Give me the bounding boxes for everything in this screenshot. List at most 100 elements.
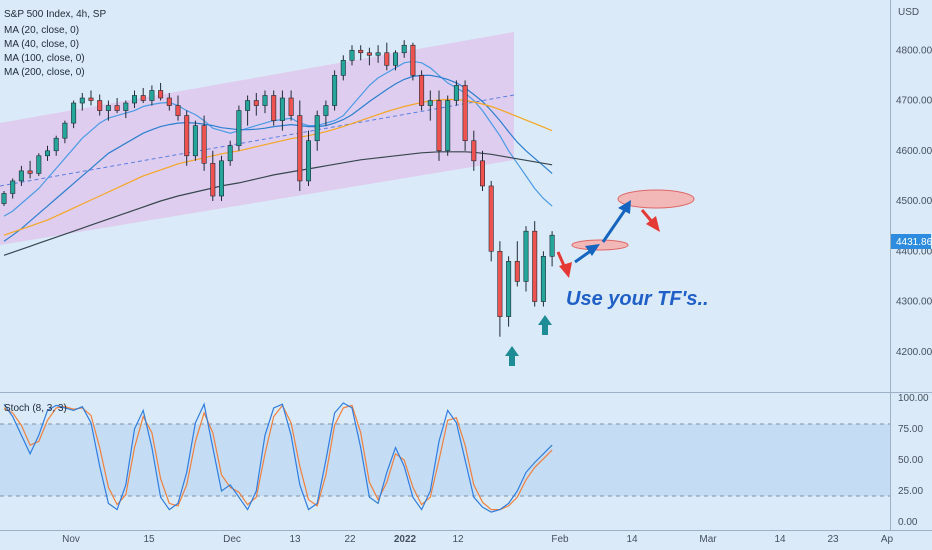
candle-body — [375, 52, 381, 56]
time-tick-label: 22 — [344, 534, 356, 545]
annotation-note: Use your TF's.. — [566, 288, 709, 310]
candle-body — [340, 60, 346, 76]
candle-body — [253, 100, 259, 106]
price-tick-label: 4400.00 — [896, 246, 932, 257]
candle-body — [392, 52, 398, 66]
time-tick-label: Mar — [699, 534, 717, 545]
candle-body — [44, 150, 50, 157]
candle-body — [88, 97, 94, 101]
candle-body — [471, 140, 477, 162]
candle-body — [288, 97, 294, 116]
up-arrow-2 — [601, 200, 631, 243]
time-tick-label: 13 — [289, 534, 301, 545]
candle-body — [1, 193, 7, 204]
candle-body — [27, 170, 33, 174]
ma-line-1 — [3, 60, 553, 217]
time-tick-label: Ap — [881, 534, 894, 545]
time-tick-label: Nov — [62, 534, 80, 545]
price-tick-label: 4600.00 — [896, 146, 932, 157]
last-price-tag-bg — [891, 234, 931, 249]
candle-body — [462, 85, 468, 142]
stoch-band — [0, 424, 890, 496]
candle-body — [62, 122, 68, 139]
candle-body — [514, 261, 520, 282]
down-arrow-1 — [556, 251, 572, 278]
candle-body — [305, 140, 311, 182]
stoch-label: Stoch (8, 3, 3) — [4, 403, 67, 414]
stoch-tick-label: 100.00 — [898, 393, 929, 404]
price-tick-label: 4800.00 — [896, 45, 932, 56]
candle-body — [549, 234, 555, 257]
candle-body — [201, 125, 207, 164]
currency-label: USD — [898, 7, 919, 18]
candle-body — [210, 163, 216, 197]
moving-average-lines — [3, 60, 553, 256]
candle-body — [114, 105, 120, 111]
ma-line-2 — [3, 74, 553, 242]
price-tick-label: 4300.00 — [896, 297, 932, 308]
bottom-arrow-2 — [538, 315, 552, 335]
last-price-tag[interactable]: 4431.86 — [891, 234, 932, 249]
price-tick-label: 4700.00 — [896, 96, 932, 107]
price-tick-label: 4500.00 — [896, 196, 932, 207]
candle-body — [123, 102, 129, 111]
candle-body — [149, 90, 155, 101]
legend-ma-20: MA (20, close, 0) — [4, 25, 79, 36]
candle-body — [436, 100, 442, 152]
legend-ma-200: MA (200, close, 0) — [4, 67, 85, 78]
legend: S&P 500 Index, 4h, SP MA (20, close, 0) … — [4, 9, 106, 414]
candle-body — [97, 100, 103, 111]
legend-ma-100: MA (100, close, 0) — [4, 53, 85, 64]
price-tick-label: 4200.00 — [896, 347, 932, 358]
bottom-arrow-1 — [505, 346, 519, 366]
stoch-tick-label: 0.00 — [898, 517, 918, 528]
candle-body — [314, 115, 320, 142]
candle-body — [384, 52, 390, 66]
time-tick-label: Feb — [551, 534, 569, 545]
candle-body — [523, 230, 529, 282]
time-tick-label: 12 — [452, 534, 464, 545]
candle-body — [323, 105, 329, 116]
time-tick-label: Dec — [223, 534, 241, 545]
target-ellipse-upper — [617, 189, 695, 209]
candle-body — [140, 95, 146, 101]
candle-body — [227, 145, 233, 162]
channel-midline — [0, 94, 515, 187]
stoch-k-line — [3, 402, 553, 513]
stoch-tick-label: 25.00 — [898, 486, 923, 497]
down-arrow-2 — [640, 209, 660, 232]
ma-line-4 — [3, 151, 553, 256]
candle-body — [332, 75, 338, 106]
candle-body — [366, 52, 372, 56]
target-ellipse-lower — [571, 239, 629, 251]
price-axis-ticks: 4800.00 4700.00 4600.00 4500.00 4400.00 4300.… — [896, 45, 932, 358]
candle-body — [18, 170, 24, 182]
time-tick-label: 2022 — [394, 534, 417, 545]
last-price-label: 4431.86 — [896, 237, 932, 248]
candle-body — [236, 110, 242, 147]
stoch-axis-ticks: 100.00 75.00 50.00 25.00 0.00 — [898, 393, 929, 528]
legend-ma-40: MA (40, close, 0) — [4, 39, 79, 50]
time-axis-ticks: Nov 15 Dec 13 22 2022 12 Feb 14 Mar 14 23 Ap — [62, 534, 893, 545]
ma-line-3 — [3, 98, 553, 236]
candle-body — [445, 100, 451, 152]
candle-body — [158, 90, 164, 99]
candle-body — [132, 95, 138, 104]
time-tick-label: 15 — [143, 534, 155, 545]
candle-body — [10, 180, 16, 194]
candle-body — [410, 44, 416, 76]
candles — [1, 40, 555, 337]
time-tick-label: 23 — [827, 534, 839, 545]
candle-body — [540, 256, 546, 302]
candle-body — [175, 105, 181, 116]
candle-body — [36, 155, 42, 174]
candle-body — [532, 230, 538, 302]
stoch-d-line — [3, 404, 553, 511]
candle-body — [271, 95, 277, 121]
up-arrow-1 — [574, 244, 600, 264]
stoch-tick-label: 75.00 — [898, 424, 923, 435]
legend-title: S&P 500 Index, 4h, SP — [4, 9, 106, 20]
candle-body — [488, 185, 494, 252]
